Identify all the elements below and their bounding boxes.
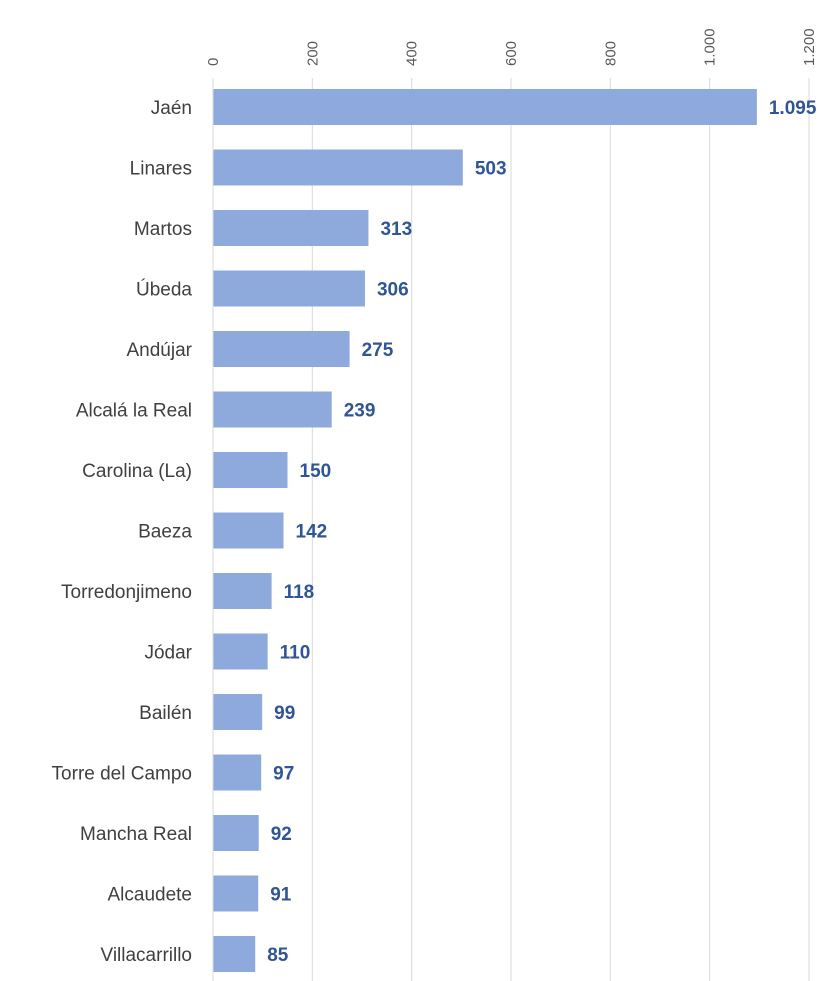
x-tick-label: 800	[602, 41, 619, 66]
bar	[213, 573, 272, 609]
bar	[213, 149, 463, 186]
value-label: 306	[377, 280, 409, 301]
bars	[213, 89, 757, 972]
value-label: 503	[475, 159, 507, 180]
bar	[213, 331, 350, 367]
category-label: Úbeda	[136, 279, 192, 301]
category-label: Alcaudete	[107, 885, 192, 906]
x-tick-label: 1.200	[801, 28, 818, 66]
value-label: 118	[284, 582, 315, 603]
value-label: 92	[271, 824, 292, 845]
bar	[213, 936, 256, 972]
category-label: Linares	[130, 159, 192, 180]
x-tick-label: 0	[205, 58, 222, 66]
bar	[213, 210, 369, 246]
category-label: Andújar	[127, 340, 193, 361]
value-label: 150	[300, 461, 332, 482]
x-tick-label: 600	[503, 41, 520, 66]
bar	[213, 815, 259, 851]
value-label: 313	[380, 219, 412, 240]
category-label: Jaén	[151, 98, 192, 119]
value-label: 275	[362, 340, 394, 361]
value-label: 239	[344, 401, 376, 422]
bar	[213, 452, 288, 488]
bar	[213, 270, 365, 307]
value-label: 1.095	[769, 98, 817, 119]
bar	[213, 391, 332, 428]
x-tick-label: 400	[404, 41, 421, 66]
value-label: 110	[280, 643, 311, 664]
bar	[213, 89, 757, 125]
category-label: Jódar	[144, 643, 192, 664]
category-label: Carolina (La)	[82, 461, 192, 482]
category-label: Mancha Real	[80, 824, 192, 845]
gridlines	[311, 78, 810, 981]
value-label: 91	[270, 885, 292, 906]
bar	[213, 875, 259, 912]
category-label: Alcalá la Real	[76, 401, 192, 422]
value-label: 142	[296, 522, 328, 543]
category-label: Torre del Campo	[52, 764, 192, 785]
bar	[213, 754, 262, 791]
category-label: Martos	[134, 219, 192, 240]
bar	[213, 633, 268, 670]
category-label: Villacarrillo	[100, 945, 192, 966]
value-labels: 1.095 503 313 306 275 239 150 142 118 110 99 97 92 91…	[267, 98, 817, 966]
bar	[213, 694, 263, 730]
category-label: Baeza	[138, 522, 192, 543]
category-label: Bailén	[139, 703, 192, 724]
value-label: 97	[273, 764, 294, 785]
value-label: 85	[267, 945, 289, 966]
category-label: Torredonjimeno	[61, 582, 192, 603]
x-tick-label: 200	[304, 41, 321, 66]
bar	[213, 512, 284, 549]
x-tick-label: 1.000	[702, 28, 719, 66]
value-label: 99	[274, 703, 295, 724]
x-axis-ticks: 0 200 400 600 800 1.000 1.200	[205, 28, 818, 66]
category-labels: Jaén Linares Martos Úbeda Andújar Alcalá la R…	[52, 98, 193, 966]
